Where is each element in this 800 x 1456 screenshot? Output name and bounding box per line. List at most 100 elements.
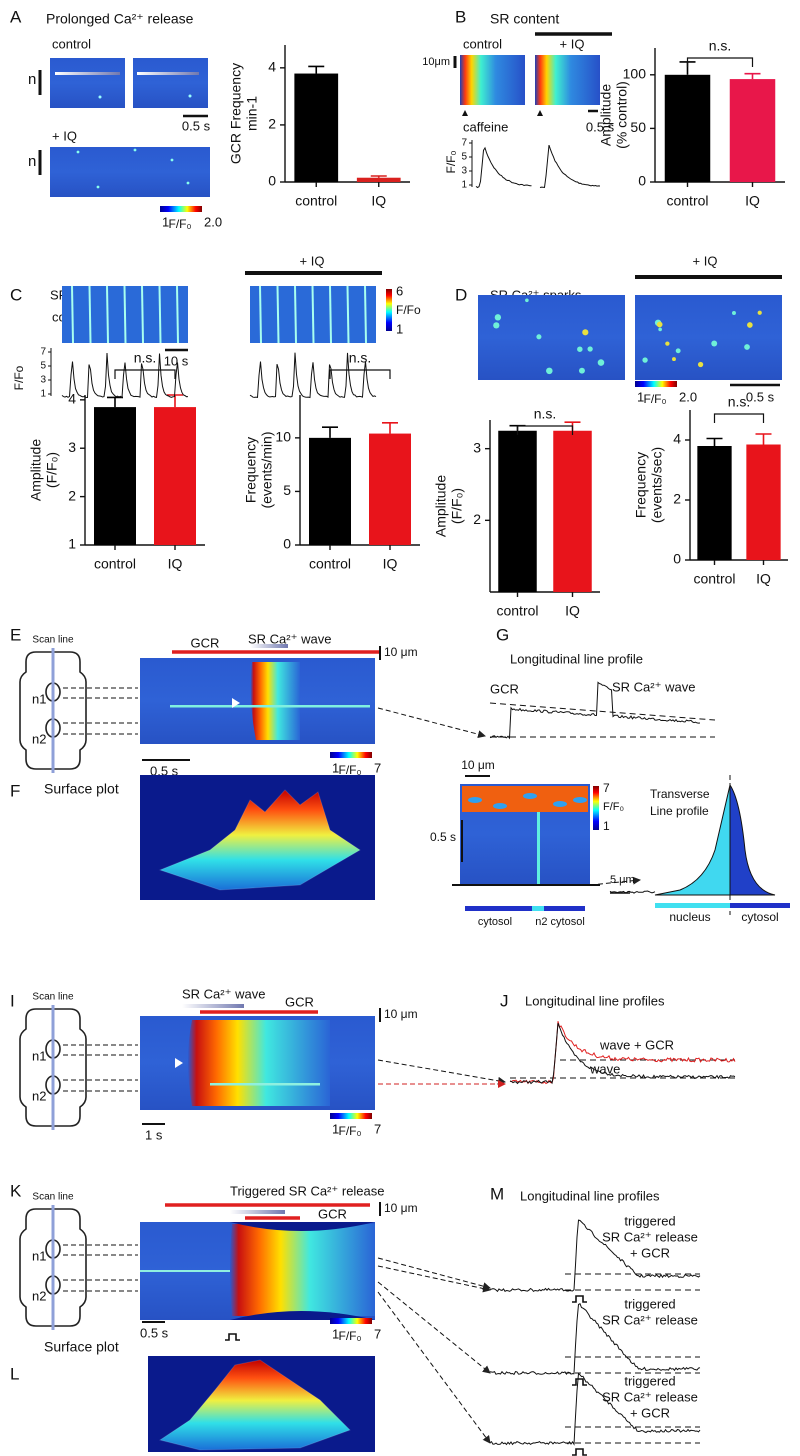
label: 1 <box>332 1326 339 1341</box>
marker <box>232 698 240 708</box>
y-tick-label: 2 <box>473 511 481 527</box>
signal <box>468 797 482 803</box>
rule <box>377 1281 491 1374</box>
error-bar <box>382 422 398 434</box>
bar <box>498 430 537 592</box>
label: n1 <box>32 1248 46 1263</box>
image <box>460 55 525 105</box>
error-bar <box>308 65 325 74</box>
bar <box>729 79 776 182</box>
label: 7 <box>374 1121 381 1136</box>
y-axis-label: Amplitude <box>433 475 449 537</box>
signal <box>578 367 585 374</box>
error-bar <box>107 396 123 408</box>
y-tick-label: 0 <box>283 536 291 552</box>
rule <box>377 1257 491 1291</box>
panel-label: B <box>455 7 466 26</box>
label: n2 <box>32 731 46 746</box>
signal <box>587 346 593 352</box>
label: + GCR <box>630 1245 670 1260</box>
signal <box>494 314 502 321</box>
label: 0.5 s <box>150 763 179 778</box>
signal <box>210 1083 320 1086</box>
stimulus <box>572 1448 587 1456</box>
signal <box>88 285 92 344</box>
label: 10 μm <box>384 1201 418 1215</box>
signal <box>577 346 583 352</box>
label: 3 <box>40 375 46 386</box>
colorbar <box>160 206 202 212</box>
signal <box>123 285 127 344</box>
panel-title: Longitudinal line profile <box>510 651 643 666</box>
label: 0.5 s <box>140 1325 169 1340</box>
trace <box>489 1302 701 1376</box>
label: n <box>28 71 36 88</box>
x-tick-label: IQ <box>756 571 771 587</box>
signal <box>141 285 144 344</box>
x-tick-label: control <box>693 571 735 587</box>
y-tick-label: 2 <box>673 491 681 507</box>
signal <box>711 340 718 347</box>
profile <box>654 784 731 896</box>
error-bar <box>370 175 387 178</box>
label: 1 <box>162 214 169 229</box>
label: 5 <box>40 361 46 372</box>
panel-title: Prolonged Ca²⁺ release <box>46 11 194 27</box>
label: F/F₀ <box>644 392 667 406</box>
label: n2 cytosol <box>535 916 585 928</box>
signal <box>546 367 553 375</box>
signal <box>757 310 762 315</box>
label: cytosol <box>741 910 778 924</box>
marker <box>537 110 543 116</box>
panel-label: G <box>496 625 509 644</box>
label: n2 <box>32 1088 46 1103</box>
label: 1 <box>461 180 467 191</box>
panel-label: M <box>490 1184 504 1203</box>
y-tick-label: 5 <box>283 482 291 498</box>
label: 10 μm <box>384 645 418 659</box>
x-tick-label: control <box>295 193 337 209</box>
label: 10μm <box>422 56 450 68</box>
label: 5 <box>461 152 467 163</box>
label: 1 s <box>145 1127 163 1142</box>
period-bar <box>230 1210 285 1214</box>
y-tick-label: 100 <box>623 66 647 82</box>
signal <box>137 72 199 75</box>
label: 1 <box>637 389 644 404</box>
trace <box>489 1219 701 1293</box>
label: F/F₀ <box>339 1329 362 1343</box>
signal <box>525 298 529 303</box>
label: + GCR <box>630 1405 670 1420</box>
colorbar <box>330 752 372 758</box>
panel-label: C <box>10 285 22 304</box>
rule <box>489 702 716 721</box>
label: 1 <box>40 389 46 400</box>
panel-label: D <box>455 285 467 304</box>
signal <box>133 148 137 152</box>
y-axis-label: Frequency <box>633 452 649 518</box>
label: Scan line <box>32 635 74 646</box>
label: 6 <box>396 283 403 298</box>
label: 3 <box>461 166 467 177</box>
label: SR Ca²⁺ wave <box>612 679 695 694</box>
colorbar <box>330 1318 372 1324</box>
label: control <box>52 36 91 51</box>
label: 10 μm <box>461 758 495 772</box>
y-tick-label: 2 <box>68 487 76 503</box>
label: control <box>463 36 502 51</box>
panel-title: SR content <box>490 11 559 27</box>
label: Transverse <box>650 787 710 801</box>
label: + IQ <box>300 253 325 268</box>
cell-diagram <box>18 648 88 773</box>
cell-diagram <box>18 1205 88 1330</box>
label: 5 μm <box>610 874 635 886</box>
rule <box>377 707 486 739</box>
signal <box>573 797 587 803</box>
image <box>478 295 625 380</box>
panel-label: F <box>10 781 20 800</box>
panel-label: L <box>10 1364 19 1383</box>
signal <box>553 801 567 807</box>
panel-title: Longitudinal line profiles <box>525 993 665 1008</box>
x-tick-label: control <box>309 556 351 572</box>
